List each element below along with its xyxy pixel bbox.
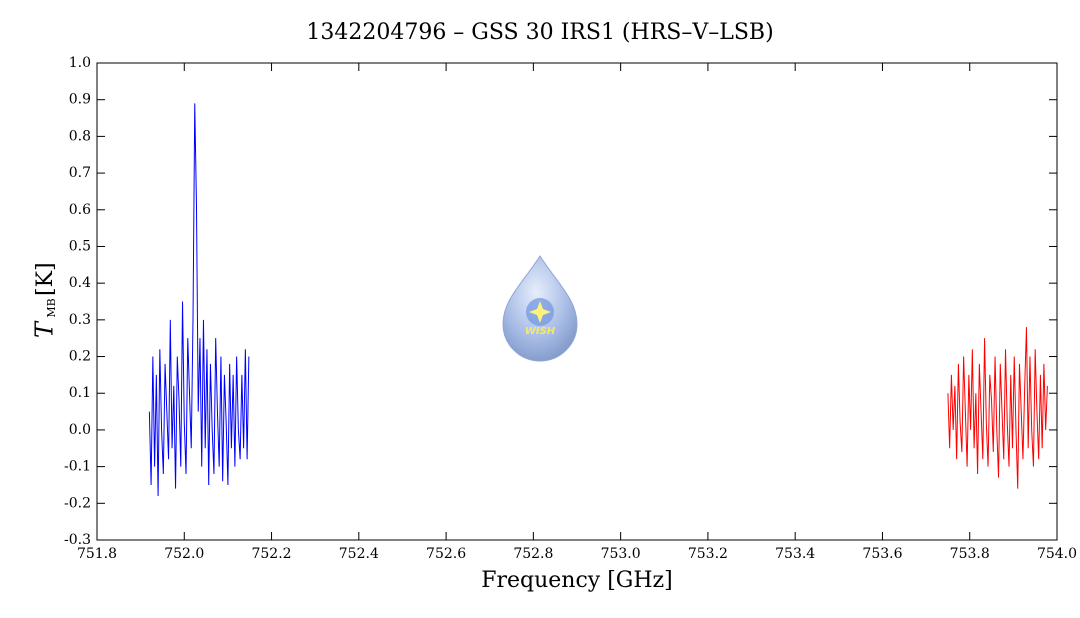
y-tick-label: -0.3 bbox=[64, 532, 91, 548]
x-tick-label: 751.8 bbox=[77, 546, 117, 562]
spectrum-line bbox=[148, 103, 250, 496]
chart-title: 1342204796 – GSS 30 IRS1 (HRS–V–LSB) bbox=[306, 20, 773, 45]
y-label-symbol: T bbox=[31, 320, 59, 338]
y-tick-label: 0.3 bbox=[69, 312, 91, 328]
logo-text: WISH bbox=[525, 326, 556, 337]
plot-frame bbox=[96, 62, 1058, 541]
x-tick-label: 752.4 bbox=[339, 546, 379, 562]
y-tick-label: 0.8 bbox=[69, 128, 91, 144]
y-tick-label: 0.6 bbox=[69, 202, 91, 218]
y-tick-label: -0.2 bbox=[64, 495, 91, 511]
logo-star bbox=[529, 301, 551, 323]
y-axis-label: T MB [K] bbox=[31, 262, 59, 338]
y-label-unit: [K] bbox=[33, 262, 58, 296]
x-axis-label: Frequency [GHz] bbox=[481, 568, 673, 593]
y-label-subscript: MB bbox=[45, 298, 58, 317]
y-tick-label: -0.1 bbox=[64, 459, 91, 475]
logo: WISH bbox=[502, 255, 578, 362]
y-tick-label: 1.0 bbox=[69, 55, 91, 71]
y-tick-label: 0.7 bbox=[69, 165, 91, 181]
y-tick-label: 0.4 bbox=[69, 275, 91, 291]
x-tick-label: 752.6 bbox=[426, 546, 466, 562]
x-tick-label: 754.0 bbox=[1037, 546, 1077, 562]
y-tick-label: 0.1 bbox=[69, 385, 91, 401]
y-tick-label: 0.5 bbox=[69, 238, 91, 254]
x-tick-label: 753.0 bbox=[601, 546, 641, 562]
y-tick-label: 0.0 bbox=[69, 422, 91, 438]
y-tick-label: 0.9 bbox=[69, 92, 91, 108]
x-tick-label: 752.0 bbox=[164, 546, 204, 562]
x-tick-label: 753.8 bbox=[950, 546, 990, 562]
x-tick-label: 753.6 bbox=[862, 546, 902, 562]
y-tick-label: 0.2 bbox=[69, 349, 91, 365]
x-tick-label: 752.8 bbox=[513, 546, 553, 562]
x-tick-label: 753.2 bbox=[688, 546, 728, 562]
x-tick-label: 752.2 bbox=[251, 546, 291, 562]
x-tick-label: 753.4 bbox=[775, 546, 815, 562]
spectrum-line bbox=[947, 327, 1048, 489]
